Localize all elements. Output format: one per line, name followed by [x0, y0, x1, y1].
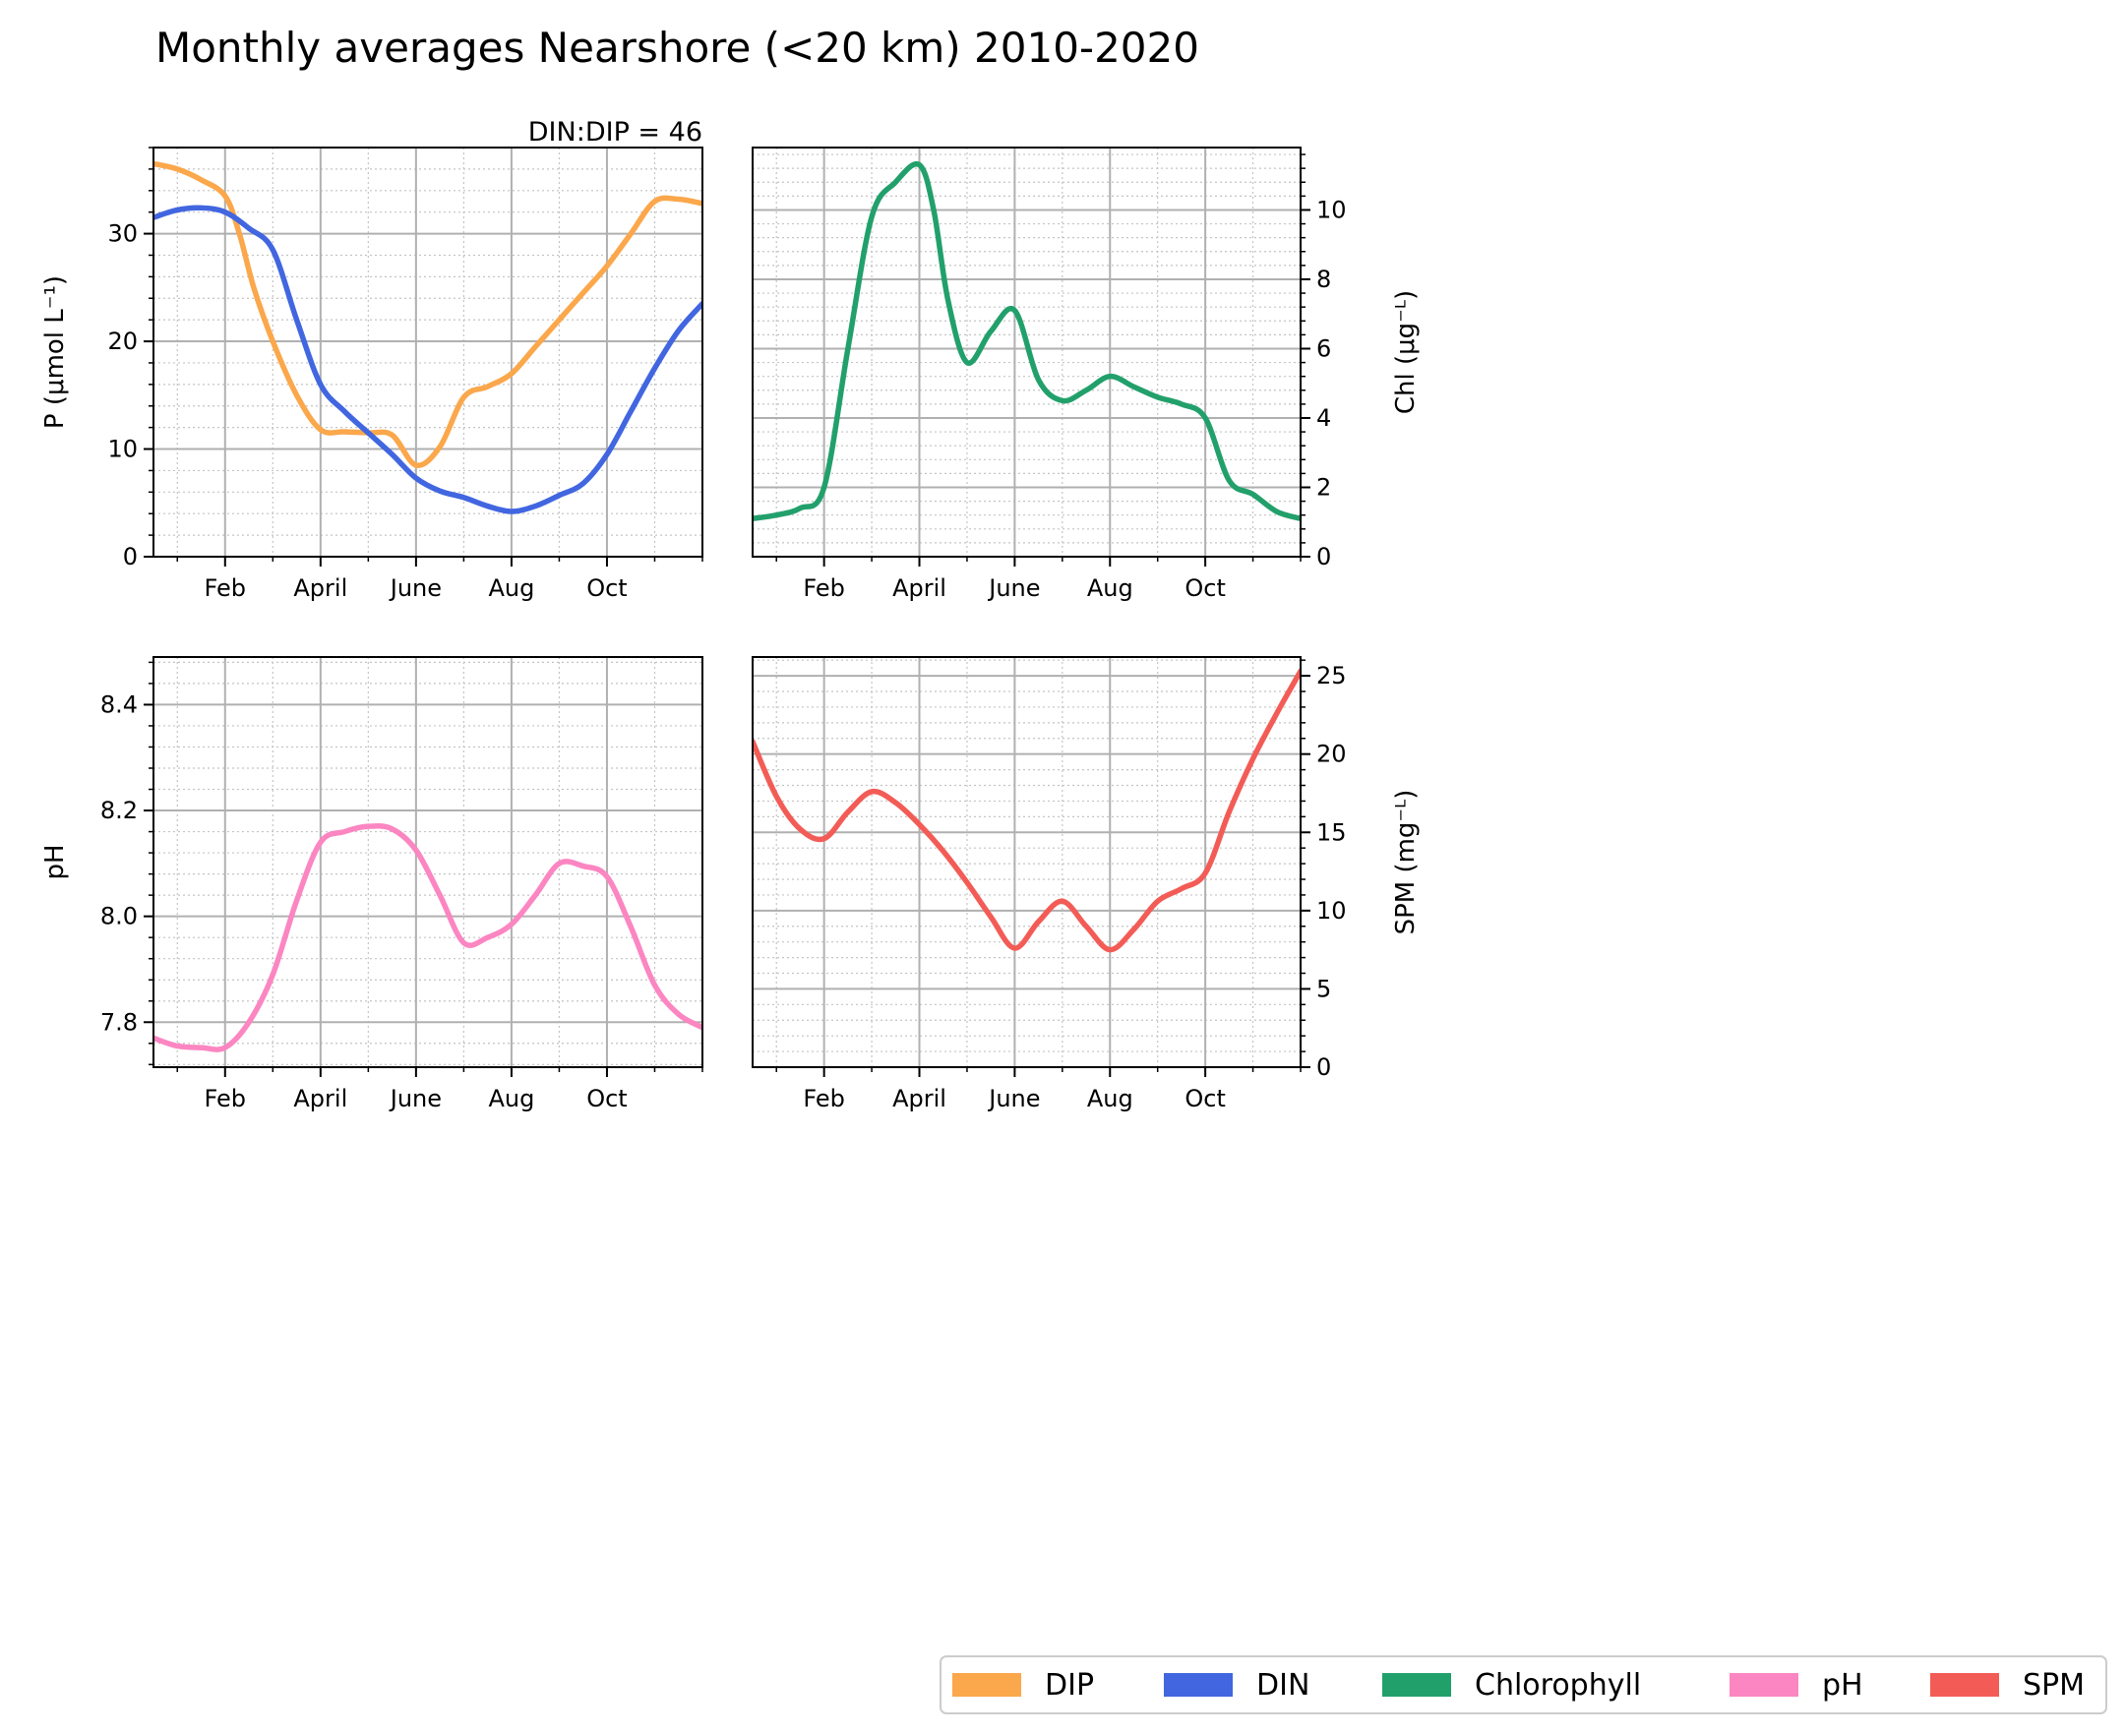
y-tick-label: 20 — [1316, 741, 1347, 768]
subplot-2: Feb April June Aug Oct 0 2 4 6 8 10 Chl (μg⁻ᴸ) — [752, 147, 1421, 602]
x-tick-label: June — [389, 1085, 442, 1112]
y-tick-label: 8.2 — [100, 797, 138, 824]
series-group — [753, 668, 1301, 953]
x-tick-label: Aug — [488, 574, 534, 602]
legend-label-din: DIN — [1256, 1668, 1309, 1703]
y-tick-label: 0 — [123, 543, 138, 570]
y-axis: 0 10 20 30 — [107, 147, 153, 570]
axes-frame — [752, 147, 1302, 558]
y-tick-label: 20 — [107, 328, 138, 355]
y-tick-label: 5 — [1316, 975, 1331, 1002]
y-axis-label: Chl (μg⁻ᴸ) — [1391, 290, 1421, 414]
legend-label-chlorophyll: Chlorophyll — [1475, 1668, 1641, 1703]
x-tick-label: Feb — [205, 574, 247, 602]
figure-title: Monthly averages Nearshore (<20 km) 2010… — [155, 24, 1199, 72]
y-tick-label: 10 — [1316, 897, 1347, 925]
y-tick-label: 15 — [1316, 818, 1347, 846]
x-axis: Feb April June Aug Oct — [775, 557, 1302, 602]
major-grid — [153, 657, 702, 1067]
y-tick-label: 6 — [1316, 334, 1331, 362]
y-tick-label: 8.0 — [100, 903, 138, 930]
y-tick-label: 8 — [1316, 266, 1331, 293]
major-grid — [753, 148, 1301, 557]
legend-label-spm: SPM — [2023, 1668, 2085, 1703]
subplot-4: Feb April June Aug Oct 0 5 10 15 20 25 SPM (mg⁻ᴸ) — [752, 656, 1421, 1112]
series-group — [753, 160, 1301, 521]
x-axis: Feb April June Aug Oct — [176, 1067, 703, 1112]
series-line-din — [153, 205, 702, 514]
series-line-spm — [753, 668, 1301, 953]
x-tick-label: April — [892, 1085, 946, 1112]
x-tick-label: June — [987, 1085, 1040, 1112]
y-tick-label: 10 — [1316, 196, 1347, 223]
x-tick-label: Oct — [1184, 574, 1226, 602]
legend-swatch-spm — [1930, 1673, 1999, 1697]
y-axis: 7.8 8.0 8.2 8.4 — [100, 661, 153, 1066]
x-tick-label: Aug — [1087, 574, 1133, 602]
legend-swatch-chlorophyll — [1382, 1673, 1451, 1697]
series-group — [153, 823, 702, 1052]
major-grid — [153, 148, 702, 557]
y-tick-label: 7.8 — [100, 1008, 138, 1036]
subplot-3: Feb April June Aug Oct 7.8 8.0 8.2 8.4 pH — [40, 656, 703, 1112]
x-tick-label: Feb — [803, 1085, 845, 1112]
series-group — [153, 160, 702, 514]
y-axis-label: P (μmol L⁻¹) — [40, 275, 70, 429]
x-axis: Feb April June Aug Oct — [775, 1067, 1302, 1112]
din-dip-ratio-annotation: DIN:DIP = 46 — [528, 117, 702, 148]
major-grid — [753, 657, 1301, 1067]
series-line-chlorophyll — [753, 160, 1301, 521]
y-axis: 0 2 4 6 8 10 — [1301, 153, 1347, 570]
legend-box — [940, 1655, 2107, 1714]
x-tick-label: Feb — [803, 574, 845, 602]
legend-label-dip: DIP — [1045, 1668, 1094, 1703]
x-tick-label: Oct — [1184, 1085, 1226, 1112]
x-tick-label: June — [389, 574, 442, 602]
x-tick-label: April — [293, 574, 347, 602]
subplot-1: Feb April June Aug Oct 0 10 20 30 P (μmol L⁻¹) — [40, 147, 703, 602]
x-tick-label: April — [892, 574, 946, 602]
legend-swatch-din — [1164, 1673, 1233, 1697]
x-tick-label: Aug — [1087, 1085, 1133, 1112]
axes-frame — [152, 147, 703, 558]
x-axis: Feb April June Aug Oct — [176, 557, 703, 602]
y-axis-label: pH — [40, 844, 70, 879]
legend: DIP DIN Chlorophyll pH SPM — [940, 1655, 2107, 1714]
x-tick-label: Aug — [488, 1085, 534, 1112]
y-tick-label: 8.4 — [100, 690, 138, 718]
x-tick-label: Oct — [586, 1085, 628, 1112]
x-tick-label: April — [293, 1085, 347, 1112]
legend-label-ph: pH — [1822, 1668, 1863, 1703]
y-tick-label: 30 — [107, 220, 138, 248]
y-tick-label: 0 — [1316, 543, 1331, 570]
y-tick-label: 0 — [1316, 1053, 1331, 1081]
y-tick-label: 4 — [1316, 404, 1331, 432]
legend-swatch-dip — [952, 1673, 1021, 1697]
y-axis: 0 5 10 15 20 25 — [1301, 659, 1347, 1081]
axes-frame — [752, 656, 1302, 1068]
series-line-dip — [153, 160, 702, 468]
x-tick-label: Feb — [205, 1085, 247, 1112]
y-tick-label: 25 — [1316, 662, 1347, 689]
y-tick-label: 2 — [1316, 473, 1331, 501]
axes-frame — [152, 656, 703, 1068]
legend-swatch-ph — [1730, 1673, 1798, 1697]
x-tick-label: June — [987, 574, 1040, 602]
x-tick-label: Oct — [586, 574, 628, 602]
y-tick-label: 10 — [107, 436, 138, 463]
series-line-ph — [153, 823, 702, 1052]
y-axis-label: SPM (mg⁻ᴸ) — [1391, 790, 1421, 935]
